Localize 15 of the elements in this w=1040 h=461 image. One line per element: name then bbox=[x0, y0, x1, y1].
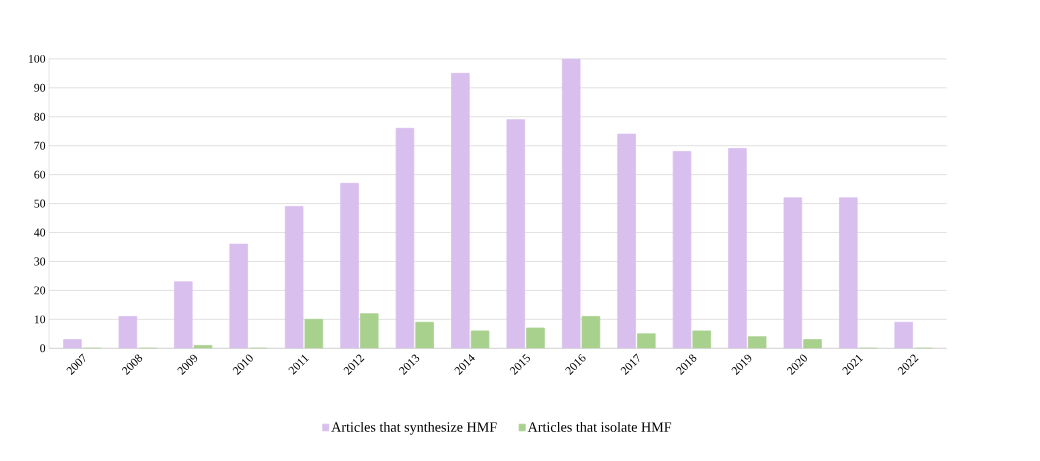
x-tick-label: 2011 bbox=[288, 354, 310, 375]
y-tick-label: 90 bbox=[34, 83, 46, 92]
y-tick-label: 50 bbox=[34, 199, 46, 208]
y-tick-label: 30 bbox=[34, 257, 46, 266]
y-tick-label: 0 bbox=[40, 344, 46, 353]
y-tick-label: 100 bbox=[28, 54, 46, 63]
x-tick-label: 2021 bbox=[842, 354, 864, 375]
y-tick-label: 80 bbox=[34, 112, 46, 121]
legend-label: Articles that synthesize HMF bbox=[331, 421, 497, 435]
legend-label: Articles that isolate HMF bbox=[527, 421, 672, 432]
y-tick-label: 40 bbox=[34, 228, 46, 237]
y-tick-label: 10 bbox=[34, 315, 46, 324]
y-tick-label: 60 bbox=[34, 170, 46, 179]
y-tick-label: 70 bbox=[34, 141, 46, 150]
y-tick-label: 20 bbox=[34, 286, 46, 295]
